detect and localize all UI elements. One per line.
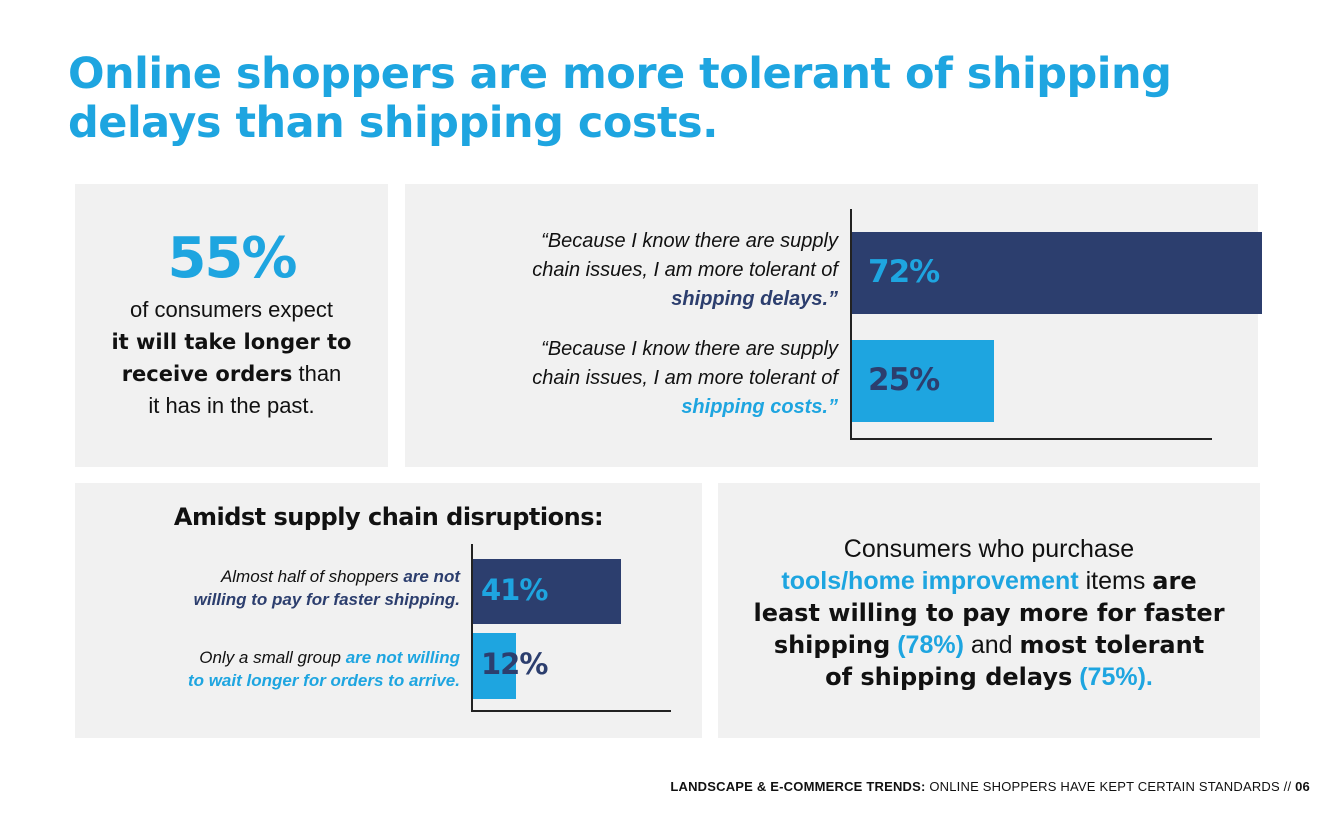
quote-delays-emphasis: shipping delays.” bbox=[671, 288, 838, 310]
statement-pay-emphasis-2: willing to pay for faster shipping. bbox=[193, 590, 460, 609]
tools-bold-are: are bbox=[1152, 567, 1197, 595]
quote-costs-line-1: “Because I know there are supply bbox=[541, 338, 838, 360]
statement-wait-emphasis-1: are not willing bbox=[345, 648, 460, 667]
statement-pay-prefix: Almost half of shoppers bbox=[220, 567, 404, 586]
stat-tail-2: than bbox=[292, 361, 342, 386]
page-number: 06 bbox=[1295, 779, 1310, 794]
stat-bold-2: receive orders bbox=[121, 362, 293, 386]
tools-bold-most-tolerant: most tolerant bbox=[1019, 631, 1205, 659]
statement-wait: Only a small group are not willing to wa… bbox=[120, 646, 460, 692]
quote-delays-line-2: chain issues, I am more tolerant of bbox=[532, 259, 838, 281]
quote-costs-emphasis: shipping costs.” bbox=[681, 396, 838, 418]
bar-not-willing-to-wait bbox=[473, 633, 516, 699]
page-footer: LANDSCAPE & E-COMMERCE TRENDS: ONLINE SH… bbox=[670, 779, 1310, 794]
page-title: Online shoppers are more tolerant of shi… bbox=[68, 50, 1268, 148]
tools-items-word: items bbox=[1078, 567, 1153, 595]
tools-bold-shipping: shipping bbox=[773, 631, 891, 659]
tools-bold-delays: of shipping delays bbox=[825, 663, 1073, 691]
tools-pct-78: (78%) bbox=[890, 631, 964, 659]
chart2-x-axis bbox=[471, 710, 671, 712]
footer-subtitle: ONLINE SHOPPERS HAVE KEPT CERTAIN STANDA… bbox=[925, 779, 1296, 794]
statement-pay-emphasis-1: are not bbox=[403, 567, 460, 586]
stat-panel: 55% of consumers expect it will take lon… bbox=[75, 184, 388, 467]
bar-label-not-willing-to-pay: 41% bbox=[481, 573, 548, 607]
statement-pay: Almost half of shoppers are not willing … bbox=[120, 565, 460, 611]
quote-delays: “Because I know there are supply chain i… bbox=[438, 227, 838, 314]
stat-bold-1: it will take longer to bbox=[111, 330, 352, 354]
footer-section: LANDSCAPE & E-COMMERCE TRENDS: bbox=[670, 779, 926, 794]
statement-wait-prefix: Only a small group bbox=[199, 648, 346, 667]
tools-and: and bbox=[963, 631, 1020, 659]
stat-description: of consumers expect it will take longer … bbox=[75, 294, 388, 422]
bar-label-shipping-delays: 72% bbox=[868, 254, 940, 290]
bar-shipping-delays bbox=[852, 232, 1262, 314]
statement-wait-emphasis-2: to wait longer for orders to arrive. bbox=[187, 671, 460, 690]
quote-costs: “Because I know there are supply chain i… bbox=[438, 335, 838, 422]
stat-line-4: it has in the past. bbox=[148, 393, 315, 418]
tools-description: Consumers who purchase tools/home improv… bbox=[728, 533, 1250, 693]
stat-value: 55% bbox=[167, 226, 297, 291]
bar-shipping-costs bbox=[852, 340, 994, 422]
tools-panel: Consumers who purchase tools/home improv… bbox=[718, 483, 1260, 738]
bar-not-willing-to-pay bbox=[473, 559, 621, 624]
tools-pct-75: (75%). bbox=[1072, 663, 1153, 691]
tools-bold-line-3: least willing to pay more for faster bbox=[753, 599, 1225, 627]
title-line-1: Online shoppers are more tolerant of shi… bbox=[68, 49, 1172, 99]
chart1-y-axis bbox=[850, 209, 852, 440]
chart2-y-axis bbox=[471, 544, 473, 712]
disruption-heading: Amidst supply chain disruptions: bbox=[173, 503, 604, 531]
disruption-chart-panel: Amidst supply chain disruptions: Almost … bbox=[75, 483, 702, 738]
bar-label-not-willing-to-wait: 12% bbox=[481, 647, 548, 681]
tolerance-chart-panel: “Because I know there are supply chain i… bbox=[405, 184, 1262, 467]
title-line-2: delays than shipping costs. bbox=[68, 98, 718, 148]
tools-line-1: Consumers who purchase bbox=[843, 535, 1135, 563]
chart1-x-axis bbox=[850, 438, 1212, 440]
tools-category: tools/home improvement bbox=[781, 567, 1079, 595]
stat-line-1: of consumers expect bbox=[130, 297, 333, 322]
quote-costs-line-2: chain issues, I am more tolerant of bbox=[532, 367, 838, 389]
bar-label-shipping-costs: 25% bbox=[868, 362, 940, 398]
quote-delays-line-1: “Because I know there are supply bbox=[541, 230, 838, 252]
